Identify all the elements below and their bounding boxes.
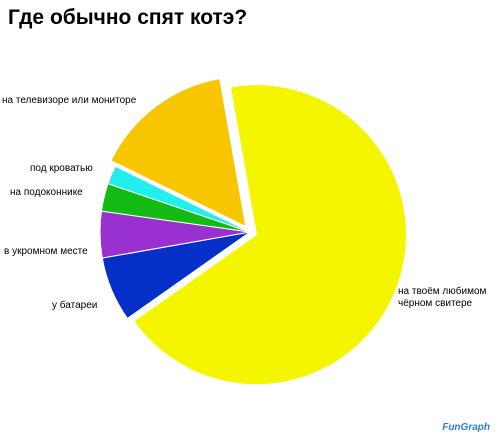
- pie-slice: [107, 165, 251, 233]
- slice-label: на телевизоре или мониторе: [2, 95, 137, 106]
- slice-label: под кроватью: [30, 163, 93, 174]
- slice-label: в укромном месте: [4, 246, 88, 257]
- chart-title: Где обычно спят котэ?: [8, 6, 248, 29]
- slice-label: у батареи: [52, 300, 98, 311]
- slice-label: на твоём любимом чёрном свитере: [398, 286, 487, 309]
- slice-label: на подоконнике: [10, 187, 83, 198]
- pie-slice: [133, 84, 407, 386]
- pie-slice: [110, 78, 247, 228]
- watermark: FunGraph: [442, 422, 490, 433]
